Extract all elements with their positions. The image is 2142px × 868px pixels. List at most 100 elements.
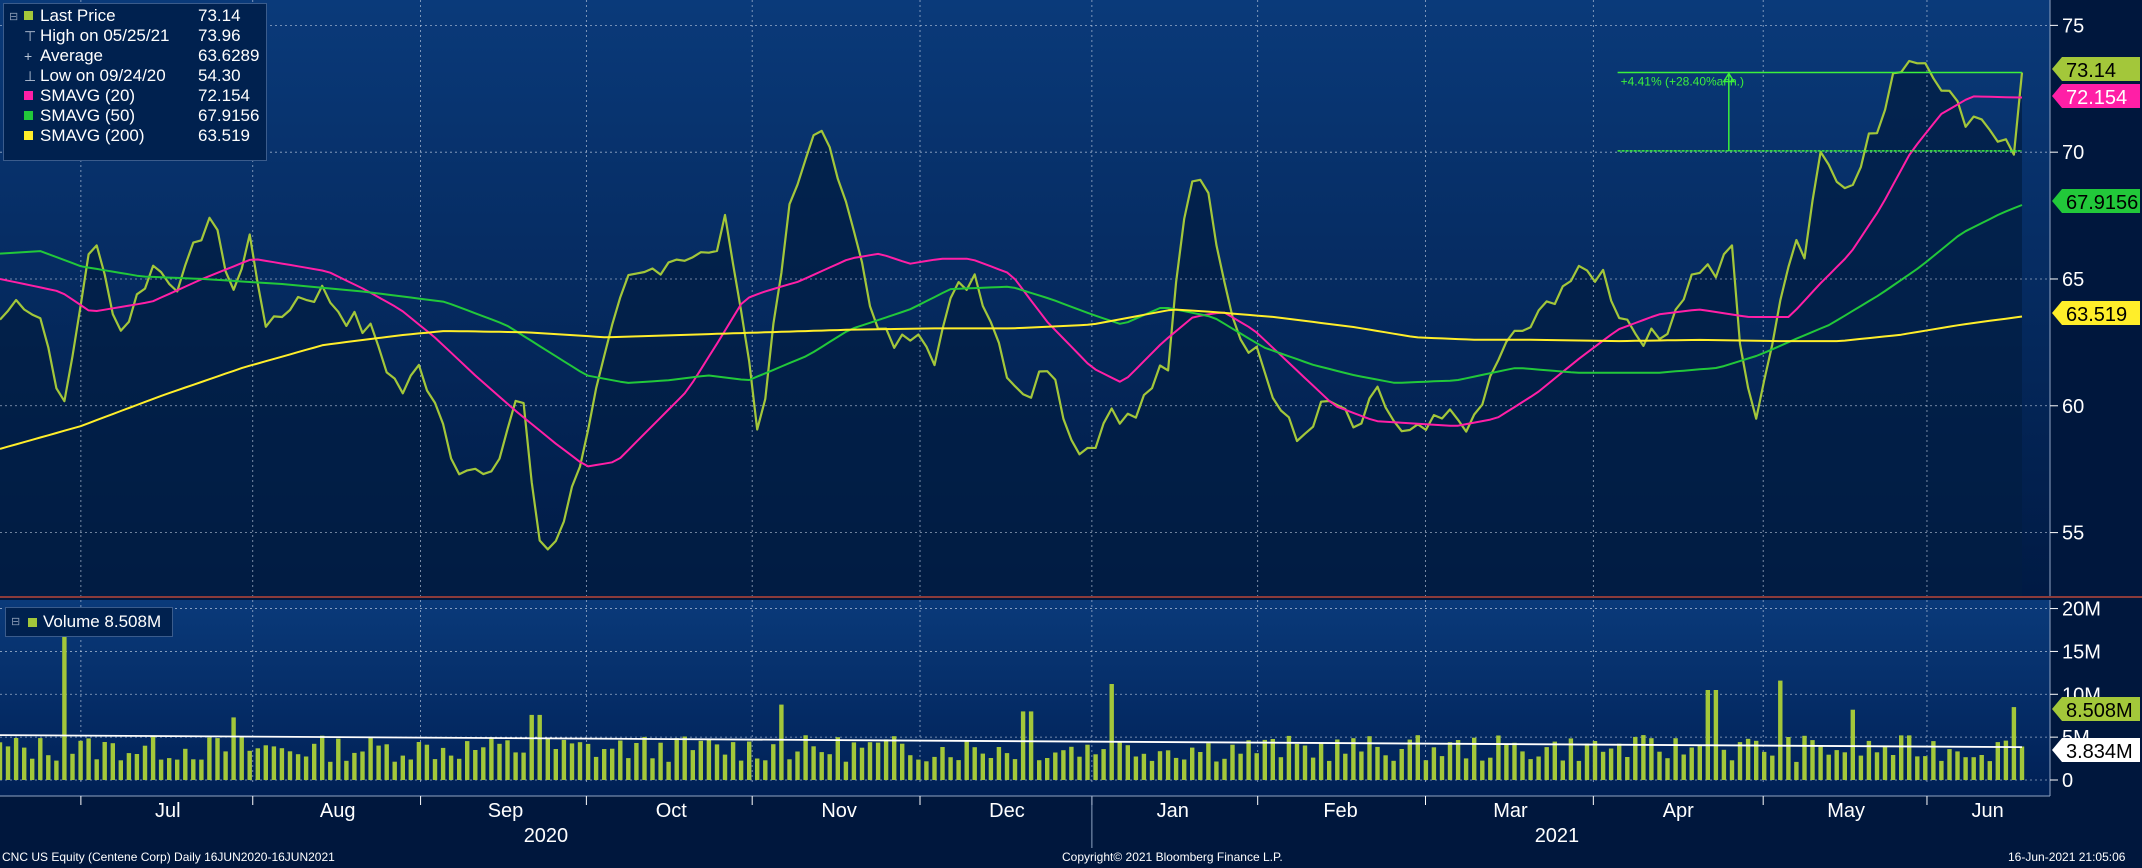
volume-bar (924, 761, 929, 780)
volume-bar (287, 751, 293, 780)
volume-bar (167, 758, 172, 780)
volume-bar (1592, 741, 1598, 780)
legend-last-price[interactable]: Last Price 73.14 (4, 6, 266, 26)
volume-bar (1907, 735, 1912, 780)
legend-low: ⊥ Low on 09/24/20 54.30 (4, 66, 266, 86)
volume-bar (1866, 740, 1872, 780)
volume-bar (344, 760, 349, 780)
price-tag-box (2052, 189, 2140, 213)
volume-bar (1625, 757, 1630, 780)
volume-bar (634, 743, 639, 780)
volume-bar (1270, 739, 1275, 780)
volume-bar (1262, 739, 1267, 780)
volume-bar (1568, 738, 1574, 780)
volume-bar (457, 758, 462, 780)
volume-bar (1496, 735, 1501, 780)
month-tick-label: Oct (656, 800, 688, 822)
legend-label: Average (40, 46, 104, 65)
volume-bar (1762, 751, 1767, 780)
volume-bar (1012, 759, 1018, 780)
sma50-swatch (24, 111, 33, 120)
volume-bar (1069, 746, 1074, 780)
volume-bar (1359, 751, 1364, 780)
volume-bar (215, 738, 220, 780)
volume-bar (46, 755, 51, 780)
volume-bar (1423, 760, 1429, 780)
volume-bar (336, 738, 341, 780)
volume-bar (1939, 760, 1944, 780)
volume-bar (1665, 758, 1670, 780)
volume-bar (996, 747, 1002, 780)
volume-bar (529, 714, 534, 780)
volume-bar (610, 748, 615, 780)
volume-bar (175, 759, 180, 780)
volume-bar (827, 754, 832, 780)
legend-sma20[interactable]: SMAVG (20) 72.154 (4, 86, 266, 106)
legend-value: 63.6289 (198, 46, 260, 65)
price-tick-label: 75 (2062, 15, 2084, 37)
volume-bar (118, 760, 123, 780)
volume-bar (1600, 751, 1606, 780)
volume-bar (1923, 756, 1928, 780)
volume-bar (1641, 735, 1646, 780)
volume-bar (400, 755, 405, 780)
year-label: 2020 (524, 825, 569, 847)
volume-bar (54, 760, 59, 780)
volume-bar (352, 752, 357, 780)
volume-bar (569, 743, 575, 780)
legend-label: SMAVG (20) (40, 86, 136, 105)
volume-legend[interactable]: ⊟ Volume 8.508M (5, 607, 173, 637)
volume-bar (763, 760, 768, 780)
legend-high: ⊤ High on 05/25/21 73.96 (4, 26, 266, 46)
volume-bar (1190, 747, 1195, 780)
price-legend[interactable]: Last Price 73.14 ⊤ High on 05/25/21 73.9… (3, 3, 267, 161)
volume-bar (1375, 746, 1380, 780)
volume-bar (553, 749, 558, 780)
volume-bar (1061, 750, 1066, 780)
volume-bar (948, 757, 953, 780)
year-label: 2021 (1535, 825, 1580, 847)
last-price-swatch (24, 11, 33, 20)
volume-bar (618, 740, 623, 780)
volume-bar (86, 738, 91, 780)
volume-bar (328, 761, 333, 780)
volume-bar (1737, 742, 1743, 780)
volume-bar (1133, 756, 1139, 780)
legend-sma50[interactable]: SMAVG (50) 67.9156 (4, 106, 266, 126)
collapse-icon[interactable]: ⊟ (11, 616, 21, 628)
volume-bar (988, 758, 994, 780)
volume-bar (908, 755, 913, 780)
volume-bar (320, 735, 325, 780)
volume-bar (1117, 742, 1122, 780)
volume-bar (1560, 760, 1565, 780)
volume-bar (191, 759, 196, 780)
volume-bar (1713, 690, 1719, 780)
volume-bar (1157, 751, 1163, 780)
collapse-icon[interactable]: ⊟ (9, 11, 19, 23)
volume-bar (1689, 747, 1694, 780)
volume-bar (642, 736, 647, 780)
volume-bar (126, 753, 132, 780)
volume-bar (1101, 749, 1106, 780)
volume-bar (1536, 756, 1541, 780)
volume-bar (1045, 758, 1050, 780)
volume-bar (1455, 740, 1461, 780)
volume-bar (1729, 760, 1735, 780)
volume-bar (1214, 761, 1219, 780)
volume-bar (392, 761, 397, 780)
volume-bar (295, 754, 301, 780)
volume-bar (5, 746, 11, 780)
volume-bar (690, 750, 695, 780)
volume-bar (110, 743, 115, 780)
price-tag-label: 73.14 (2066, 60, 2116, 82)
volume-bar (593, 756, 599, 780)
volume-bar (1802, 735, 1807, 780)
series-line-smavg-200- (0, 308, 2023, 450)
volume-bar (1963, 757, 1968, 780)
volume-bar (1093, 754, 1098, 780)
volume-bar (303, 756, 309, 780)
legend-sma200[interactable]: SMAVG (200) 63.519 (4, 126, 266, 146)
price-tag-box (2052, 301, 2140, 325)
volume-tick-label: 0 (2062, 770, 2073, 792)
volume-bar (1818, 746, 1823, 780)
